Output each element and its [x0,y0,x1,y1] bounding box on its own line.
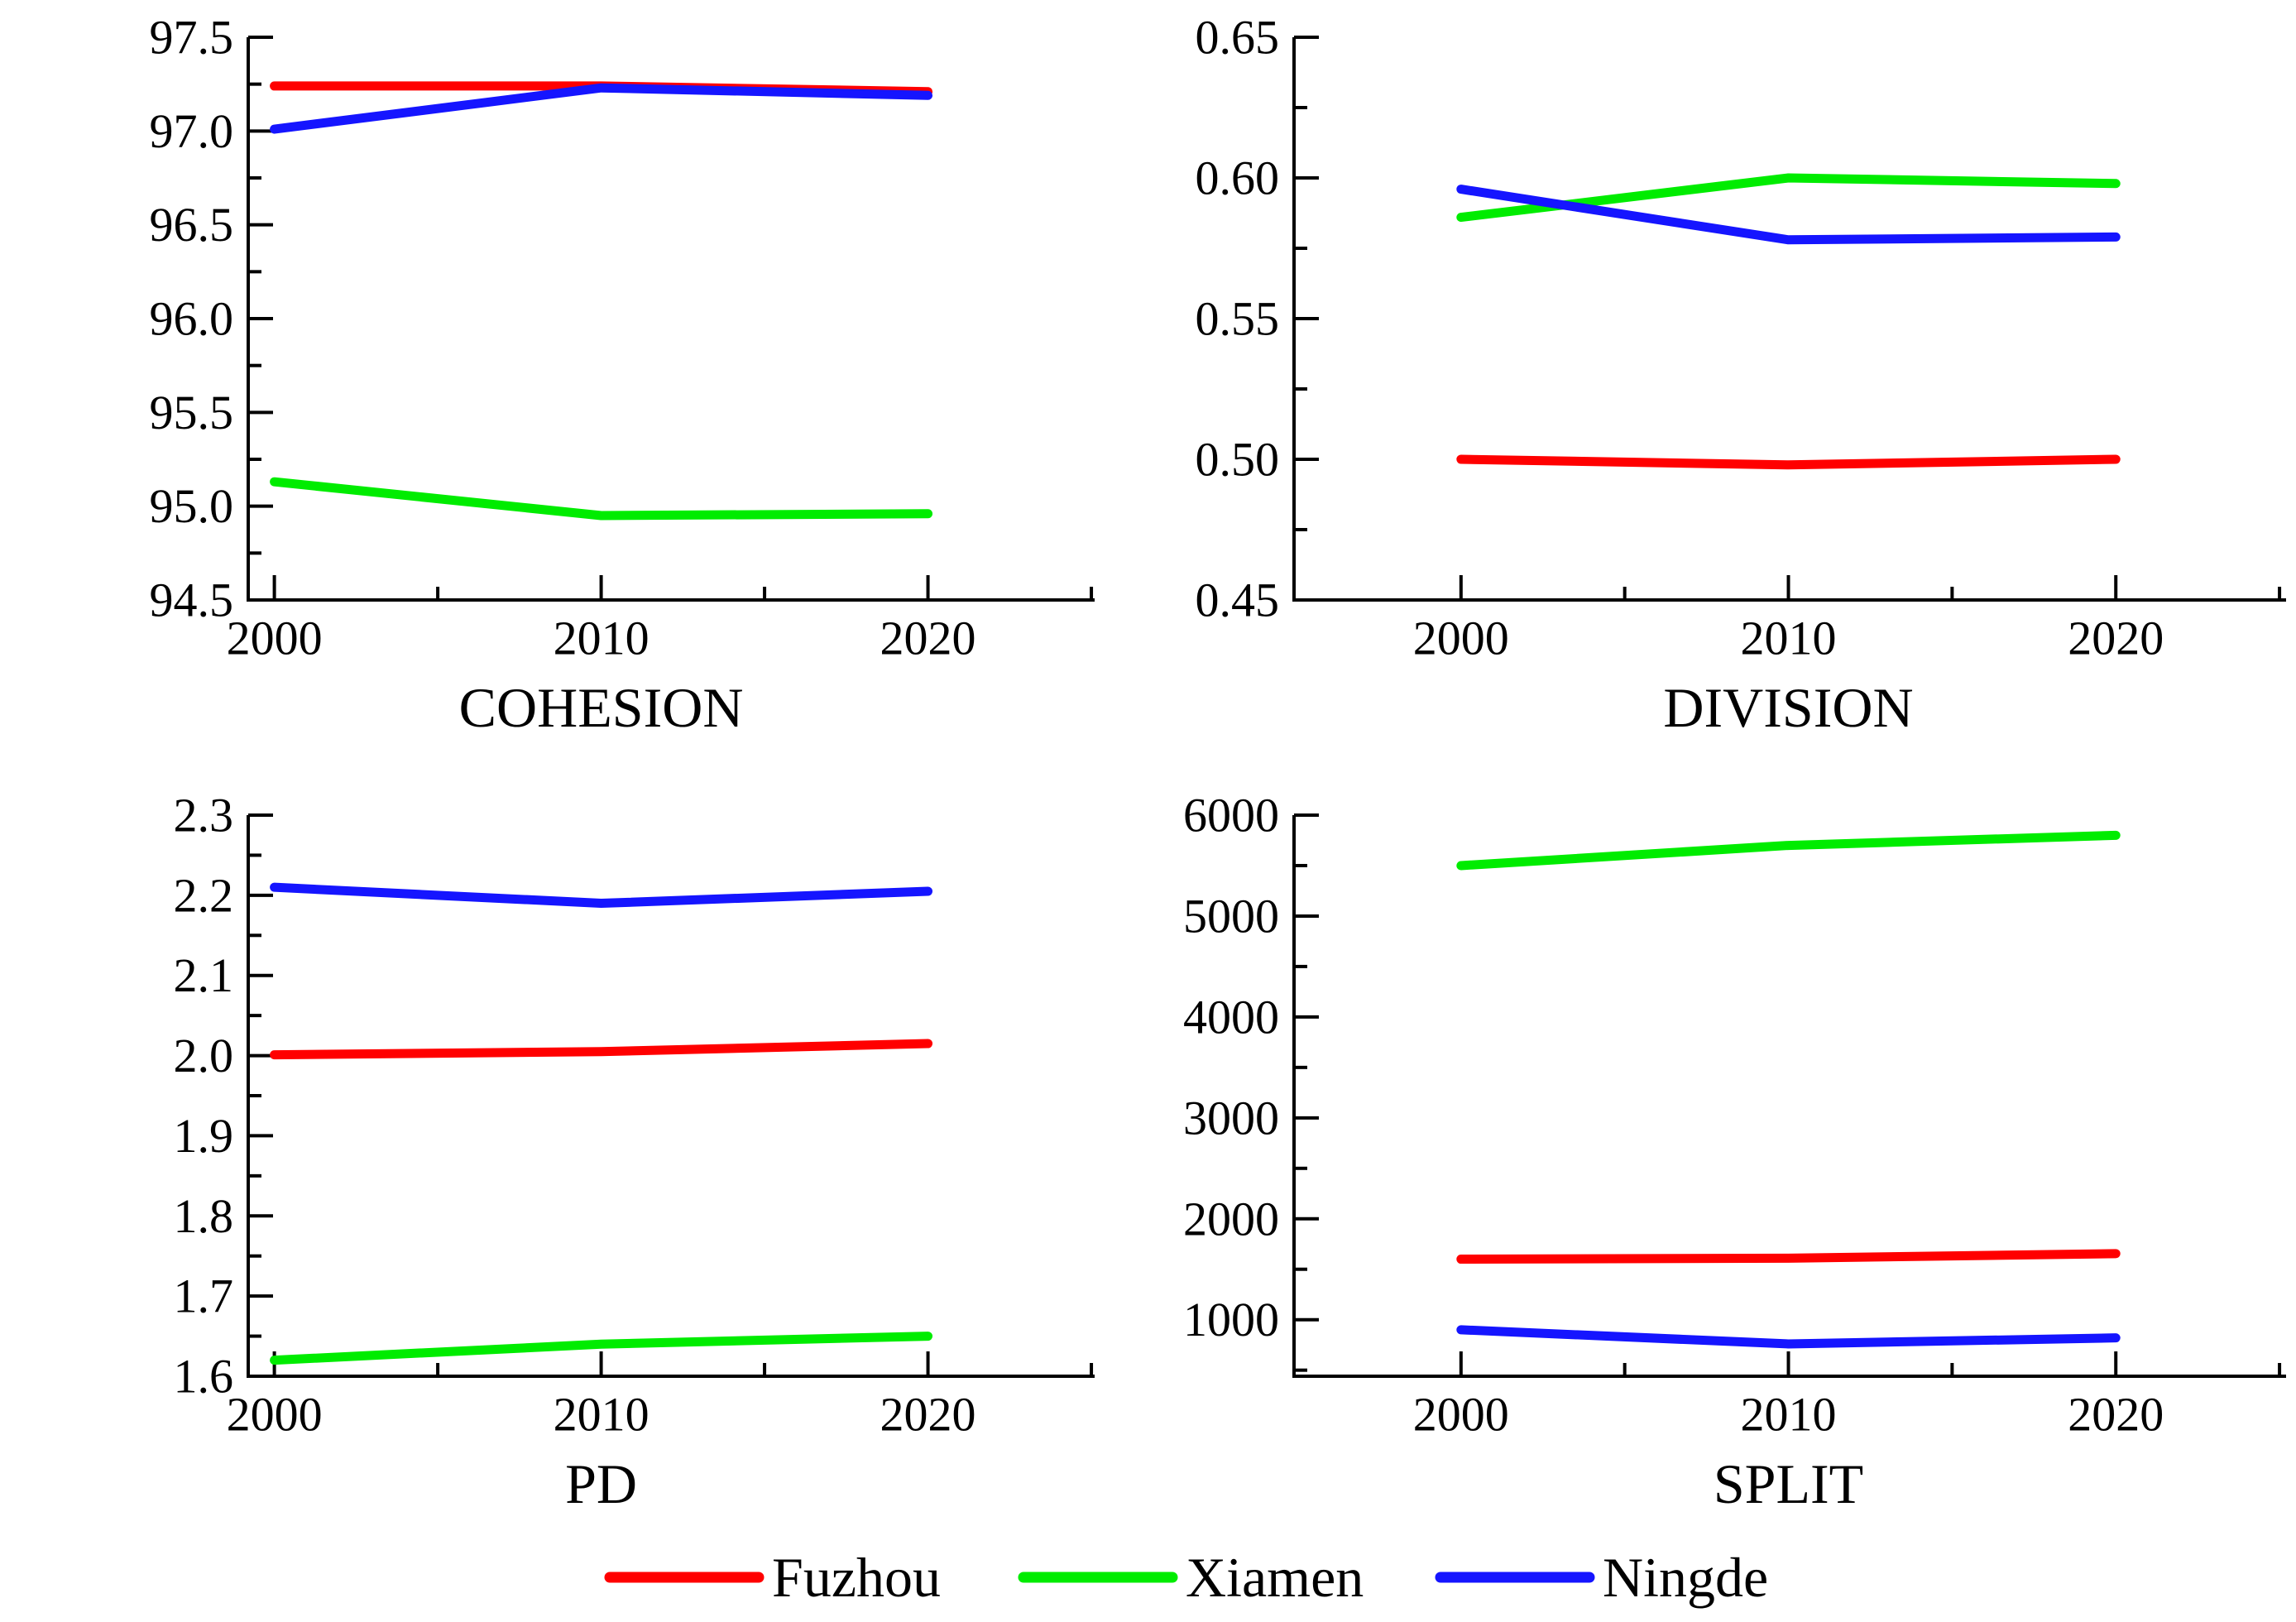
y-tick-label: 1.7 [174,1269,234,1323]
legend-label-ningde: Ningde [1603,1546,1768,1609]
y-tick-label: 2.1 [174,948,234,1002]
series-line-xiamen [1456,830,2121,871]
y-tick-label: 95.5 [150,386,234,439]
y-tick-label: 94.5 [150,573,234,627]
y-tick-label: 0.45 [1196,573,1280,627]
x-tick-label: 2000 [227,612,323,665]
y-tick-label: 4000 [1183,990,1279,1044]
chart-title: SPLIT [1714,1452,1863,1515]
legend-item: Xiamen [1018,1546,1364,1609]
y-tick-label: 0.60 [1196,151,1280,205]
chart-title: PD [565,1452,637,1515]
series-line-ningde [1456,1325,2121,1349]
series-line-ningde [270,83,933,134]
x-tick-label: 2010 [1741,1388,1837,1442]
series-line-xiamen [270,1332,933,1365]
y-tick-label: 1.8 [174,1189,234,1243]
series-line-ningde [270,882,933,909]
legend-label-fuzhou: Fuzhou [772,1546,941,1609]
x-tick-label: 2020 [880,1388,976,1442]
y-tick-label: 1000 [1183,1293,1279,1346]
x-tick-label: 2010 [1741,612,1837,665]
series-line-ningde [1456,185,2121,245]
axis-spines [1292,37,2286,602]
y-tick-label: 2.2 [174,868,234,922]
x-tick-label: 2000 [1413,612,1509,665]
y-tick-label: 1.9 [174,1109,234,1163]
series-line-fuzhou [1456,1249,2121,1264]
chart-title: COHESION [459,676,744,739]
y-tick-label: 95.0 [150,479,234,533]
x-tick-label: 2010 [554,1388,649,1442]
y-tick-label: 2000 [1183,1192,1279,1245]
x-tick-label: 2010 [554,612,649,665]
x-tick-label: 2000 [227,1388,323,1442]
chart-division: 0.65 0.60 0.55 0.50 0.45 2000 2010 2020 DIVISION [1196,11,2286,739]
series-line-fuzhou [270,1039,933,1060]
x-tick-label: 2000 [1413,1388,1509,1442]
legend-item: Fuzhou [604,1546,941,1609]
y-tick-label: 1.6 [174,1350,234,1404]
x-tick-label: 2020 [880,612,976,665]
x-tick-label: 2020 [2068,1388,2164,1442]
y-tick-label: 5000 [1183,889,1279,943]
y-tick-label: 3000 [1183,1091,1279,1145]
y-tick-label: 6000 [1183,789,1279,842]
y-tick-label: 2.3 [174,789,234,842]
y-tick-label: 0.55 [1196,292,1280,346]
y-tick-label: 96.0 [150,292,234,346]
legend: Fuzhou Xiamen Ningde [604,1546,1768,1609]
y-tick-label: 2.0 [174,1029,234,1082]
series-line-fuzhou [1456,454,2121,470]
series-line-xiamen [270,477,933,521]
y-tick-label: 97.5 [150,11,234,65]
x-tick-label: 2020 [2068,612,2164,665]
axis-spines [1292,815,2286,1378]
y-tick-label: 0.65 [1196,11,1280,65]
y-tick-label: 97.0 [150,104,234,158]
series-line-xiamen [1456,173,2121,223]
legend-item: Ningde [1435,1546,1768,1609]
y-tick-label: 0.50 [1196,433,1280,487]
legend-label-xiamen: Xiamen [1186,1546,1364,1609]
chart-split: 6000 5000 4000 3000 2000 1000 2000 2010 2020 SPLI… [1183,789,2286,1515]
y-tick-label: 96.5 [150,198,234,252]
chart-title: DIVISION [1663,676,1913,739]
